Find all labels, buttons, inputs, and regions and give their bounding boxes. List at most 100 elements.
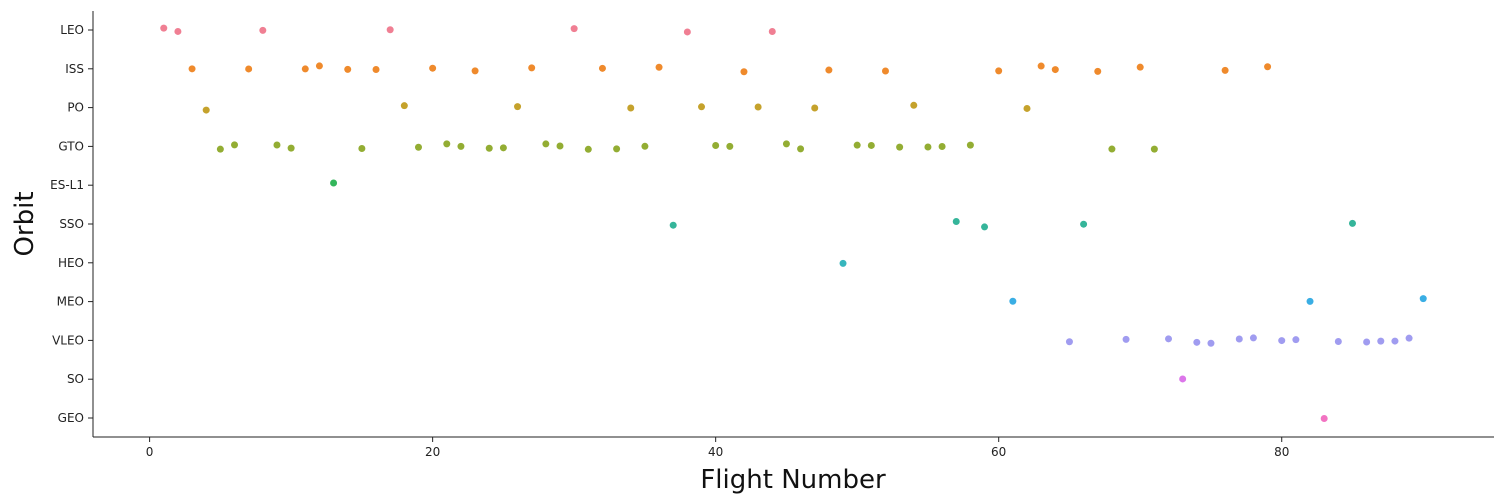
data-points [160,24,1427,422]
data-point [344,65,352,73]
data-point [499,144,507,152]
data-point [528,64,536,72]
data-point [966,141,974,149]
data-point [754,103,762,111]
y-tick-label: GTO [58,139,84,153]
y-axis-label: Orbit [10,191,40,256]
y-tick-label: MEO [57,295,84,309]
data-point [443,140,451,148]
data-point [1306,297,1314,305]
data-point [301,65,309,73]
data-point [202,106,210,114]
data-point [1320,414,1328,422]
data-point [414,143,422,151]
data-point [896,143,904,151]
y-tick-label: ISS [65,62,84,76]
data-point [740,68,748,76]
data-point [981,223,989,231]
data-point [881,67,889,75]
data-point [372,65,380,73]
data-point [1419,295,1427,303]
data-point [1009,297,1017,305]
x-tick-label: 60 [991,445,1006,459]
x-tick-label: 80 [1274,445,1289,459]
data-point [1122,335,1130,343]
data-point [231,141,239,149]
y-tick-label: SO [67,372,84,386]
data-point [1080,220,1088,228]
data-point [655,63,663,71]
data-point [782,140,790,148]
y-tick-label: ES-L1 [50,178,84,192]
x-tick-label: 20 [425,445,440,459]
data-point [1193,338,1201,346]
x-axis-label: Flight Number [700,465,886,495]
data-point [712,142,720,150]
data-point [1377,337,1385,345]
data-point [584,145,592,153]
data-point [1405,334,1413,342]
data-point [273,141,281,149]
data-point [1207,339,1215,347]
data-point [1150,145,1158,153]
data-point [1264,63,1272,71]
data-point [825,66,833,74]
x-tick-label: 40 [708,445,723,459]
data-point [1391,337,1399,345]
plot-area: LEO ISS PO GTO ES-L1 SSO HEO MEO VLEO SO GEO 0 20 40… [50,11,1494,459]
data-point [1348,219,1356,227]
data-point [1179,375,1187,383]
data-point [995,67,1003,75]
data-point [1249,334,1257,342]
data-point [811,104,819,112]
data-point [698,103,706,111]
data-point [542,140,550,148]
data-point [641,142,649,150]
data-point [839,259,847,267]
data-point [1221,66,1229,74]
y-ticks: LEO ISS PO GTO ES-L1 SSO HEO MEO VLEO SO GEO [50,23,93,425]
data-point [1094,67,1102,75]
x-tick-label: 0 [146,445,154,459]
data-point [160,24,168,32]
data-point [188,65,196,73]
y-tick-label: VLEO [52,333,84,347]
data-point [174,27,182,35]
data-point [952,217,960,225]
y-tick-label: LEO [60,23,84,37]
data-point [315,62,323,70]
data-point [768,28,776,36]
data-point [1278,337,1286,345]
data-point [627,104,635,112]
y-tick-label: GEO [58,411,84,425]
data-point [457,142,465,150]
data-point [429,64,437,72]
data-point [358,145,366,153]
data-point [485,144,493,152]
data-point [570,25,578,33]
data-point [669,221,677,229]
data-point [1065,338,1073,346]
data-point [245,65,253,73]
data-point [556,142,564,150]
data-point [259,26,267,34]
data-point [1292,336,1300,344]
data-point [1235,335,1243,343]
data-point [683,28,691,36]
x-ticks: 0 20 40 60 80 [146,437,1289,459]
data-point [386,26,394,34]
data-point [1051,66,1059,74]
data-point [216,145,224,153]
data-point [867,141,875,149]
data-point [910,101,918,109]
data-point [598,64,606,72]
data-point [1136,63,1144,71]
data-point [938,142,946,150]
data-point [924,143,932,151]
data-point [726,142,734,150]
data-point [797,145,805,153]
y-tick-label: SSO [59,217,84,231]
data-point [853,141,861,149]
data-point [613,145,621,153]
data-point [514,103,522,111]
